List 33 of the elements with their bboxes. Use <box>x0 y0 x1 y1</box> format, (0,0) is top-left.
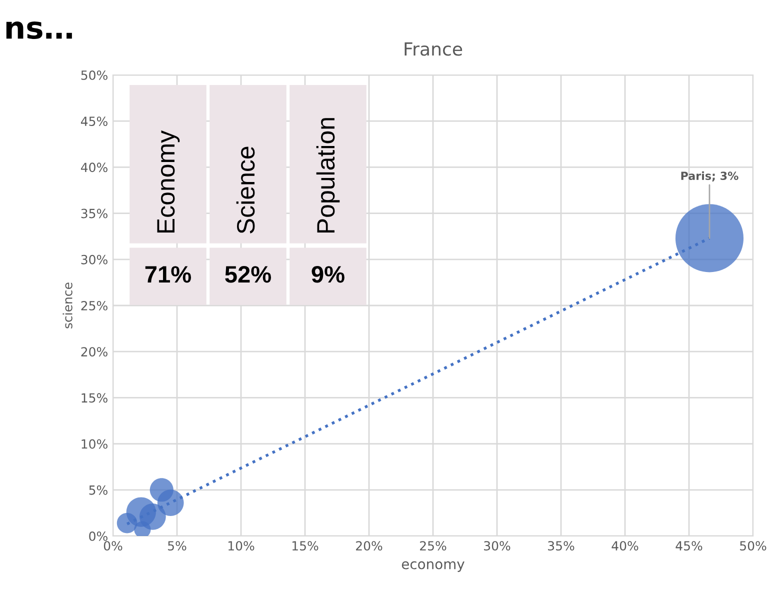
y-tick-label: 45% <box>80 116 108 126</box>
annotation: 9% <box>312 266 344 283</box>
y-tick-label: 0% <box>89 531 108 541</box>
annotation: Economy <box>157 130 180 233</box>
x-tick-label: 30% <box>484 541 510 551</box>
x-tick-label: 20% <box>356 541 382 551</box>
y-tick-label: 10% <box>82 439 108 449</box>
y-tick-label: 25% <box>81 300 108 310</box>
y-tick-label: 15% <box>82 393 108 403</box>
x-tick-label: 50% <box>740 541 766 551</box>
x-tick-label: 15% <box>292 541 318 551</box>
annotation: 52% <box>225 266 272 283</box>
x-tick-label: 0% <box>104 541 122 551</box>
y-tick-label: 40% <box>80 162 108 172</box>
annotation: 71% <box>145 266 192 283</box>
x-tick-label: 10% <box>228 541 254 551</box>
x-tick-label: 25% <box>420 541 446 551</box>
y-tick-label: 30% <box>81 254 108 264</box>
text: ns… <box>6 21 72 40</box>
y-tick-label: 5% <box>89 485 108 495</box>
annotation: Science <box>236 146 255 234</box>
y-tick-label: 35% <box>81 208 108 218</box>
y-tick-label: 20% <box>81 347 108 357</box>
y-axis-title: science <box>62 282 72 328</box>
y-tick-label: 50% <box>81 70 108 80</box>
x-axis-title: economy <box>402 561 464 572</box>
x-tick-label: 45% <box>676 541 702 551</box>
x-tick-label: 40% <box>612 541 638 551</box>
annotation: Paris; 3% <box>681 171 738 182</box>
x-tick-label: 5% <box>168 541 186 551</box>
chart-title: France <box>404 42 462 56</box>
annotation: Population <box>316 118 340 233</box>
x-tick-label: 35% <box>548 541 574 551</box>
